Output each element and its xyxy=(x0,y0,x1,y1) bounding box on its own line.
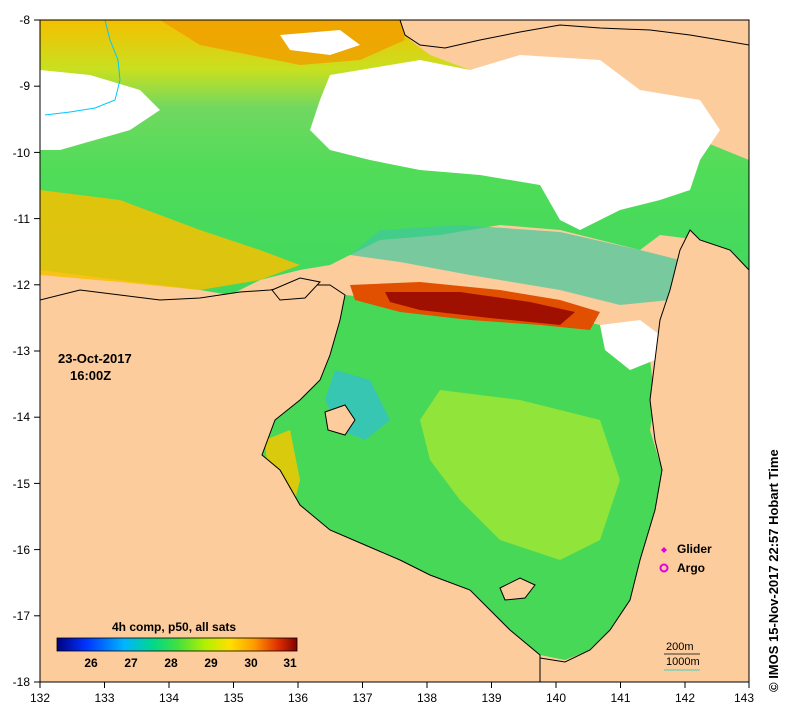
y-tick-label: -13 xyxy=(13,344,31,358)
arnhem-land xyxy=(40,284,541,682)
warm-patch-north xyxy=(160,20,405,65)
y-tick-label: -10 xyxy=(13,146,31,160)
platform-legend: Glider Argo xyxy=(659,542,712,575)
glider-label: Glider xyxy=(677,542,712,556)
colorbar: 4h comp, p50, all sats 26 27 28 29 30 31 xyxy=(56,620,298,670)
argo-marker-icon xyxy=(659,563,669,573)
colorbar-tick: 28 xyxy=(164,656,178,670)
colorbar-tick: 30 xyxy=(244,656,258,670)
x-tick-label: 135 xyxy=(223,691,243,705)
x-tick-label: 143 xyxy=(734,691,754,705)
x-tick-label: 132 xyxy=(30,691,50,705)
new-guinea-land xyxy=(399,20,749,49)
contour-200-label: 200m xyxy=(666,641,694,653)
y-tick-label: -17 xyxy=(13,609,31,623)
colorbar-title: 4h comp, p50, all sats xyxy=(112,620,236,634)
cloud-mask-north xyxy=(280,30,360,55)
y-tick-label: -14 xyxy=(13,410,31,424)
map-time: 16:00Z xyxy=(70,368,111,383)
x-tick-label: 134 xyxy=(159,691,179,705)
y-tick-label: -18 xyxy=(13,675,31,689)
river-line xyxy=(44,20,121,116)
argo-label: Argo xyxy=(677,561,705,575)
cool-band xyxy=(350,225,680,305)
x-tick-label: 138 xyxy=(417,691,437,705)
glider-marker-icon xyxy=(661,547,667,553)
mornington-island xyxy=(499,577,536,601)
depth-contour-legend: 200m 1000m xyxy=(664,641,700,671)
x-tick-label: 137 xyxy=(352,691,372,705)
contour-1000-label: 1000m xyxy=(666,656,700,668)
map-date: 23-Oct-2017 xyxy=(58,351,132,366)
x-tick-label: 139 xyxy=(481,691,501,705)
x-axis: 132 133 134 135 136 137 138 139 140 141 … xyxy=(30,682,754,705)
x-tick-label: 141 xyxy=(610,691,630,705)
cloud-mask-west xyxy=(40,70,160,150)
y-tick-label: -12 xyxy=(13,278,31,292)
melville-island xyxy=(271,277,321,301)
x-tick-label: 133 xyxy=(94,691,114,705)
colorbar-tick: 26 xyxy=(84,656,98,670)
y-tick-label: -8 xyxy=(19,13,30,27)
y-tick-label: -11 xyxy=(14,212,31,226)
x-tick-label: 136 xyxy=(288,691,308,705)
colorbar-gradient xyxy=(56,637,298,652)
x-tick-label: 142 xyxy=(675,691,695,705)
imos-credit: © IMOS 15-Nov-2017 22:57 Hobart Time xyxy=(766,449,781,692)
hot-core xyxy=(385,292,575,325)
y-tick-label: -9 xyxy=(19,79,30,93)
x-tick-label: 140 xyxy=(546,691,566,705)
cloud-mask-cape xyxy=(600,320,660,370)
colorbar-tick: 27 xyxy=(124,656,138,670)
colorbar-tick: 31 xyxy=(283,656,297,670)
y-tick-label: -16 xyxy=(13,543,31,557)
warm-patch-west xyxy=(40,190,300,290)
gulf-inner-yellow xyxy=(420,390,620,560)
y-axis: -8 -9 -10 -11 -12 -13 -14 -15 -16 -17 -1… xyxy=(13,13,40,689)
y-tick-label: -15 xyxy=(13,477,31,491)
colorbar-tick: 29 xyxy=(204,656,218,670)
groote-eylandt xyxy=(324,404,356,436)
cloud-mask-main xyxy=(310,55,720,230)
cape-york-land xyxy=(539,20,749,682)
